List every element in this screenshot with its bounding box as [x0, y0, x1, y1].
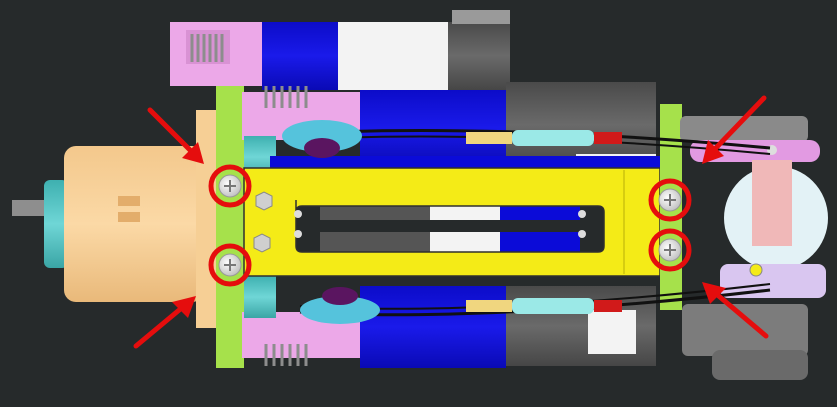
pin-icon	[294, 210, 302, 218]
screw-icon	[749, 263, 763, 277]
wheel-pink-block	[752, 160, 792, 246]
wheel-lower-ring	[720, 264, 826, 298]
motor-can-blue	[262, 22, 338, 90]
upper-blue-can	[360, 90, 506, 166]
spring-icon	[190, 34, 224, 62]
pin-icon	[578, 230, 586, 238]
rail-white-through-slot	[430, 232, 500, 244]
spring-icon	[264, 86, 308, 108]
lower-band	[242, 276, 656, 368]
hex-nut-icon	[253, 233, 271, 253]
arrow-shaft	[709, 95, 767, 155]
lower-white-strip	[588, 310, 636, 354]
callout-arrow-bottom-right	[702, 282, 769, 339]
connector-pins	[594, 300, 622, 312]
arrow-icon	[702, 282, 726, 304]
wheel-base	[712, 350, 808, 380]
bearing-outer	[282, 120, 362, 152]
connector-tip	[466, 132, 512, 144]
phillips-slot-icon	[224, 180, 236, 192]
connector-body	[512, 298, 594, 314]
rail-blue-through-slot	[500, 208, 580, 220]
connector-pins	[594, 132, 622, 144]
lower-cable-set	[299, 283, 771, 324]
arrow-shaft	[711, 289, 769, 339]
housing-slot	[118, 212, 140, 222]
bracket-plate	[243, 167, 661, 277]
phillips-slot-icon	[224, 259, 236, 271]
highlighted-screw-left-bottom	[208, 243, 252, 287]
bearing-core	[304, 138, 340, 158]
highlight-circle	[648, 228, 692, 272]
rail-blue-through-slot	[500, 232, 580, 244]
motor-shaft	[12, 200, 48, 216]
rail-grey-through-slot	[320, 232, 430, 244]
arrow-icon	[182, 142, 204, 164]
highlighted-screw-left-top	[208, 164, 252, 208]
phillips-slot-icon	[664, 244, 676, 256]
callout-arrow-top-left	[147, 107, 204, 164]
rail-blue	[270, 156, 660, 170]
rail-grey-through-slot	[320, 208, 430, 220]
bearing-outer	[300, 296, 380, 324]
highlighted-screw-right-bottom	[648, 228, 692, 272]
housing-slot	[118, 196, 140, 206]
pin-icon	[578, 210, 586, 218]
callout-arrow-bottom-left	[133, 296, 196, 349]
yellow-bracket	[243, 167, 661, 277]
teal-bearing-block	[244, 276, 276, 318]
highlighted-screw-right-top	[648, 178, 692, 222]
rail-white-through-slot	[430, 208, 500, 220]
connector-tip	[466, 300, 512, 312]
arrow-shaft	[133, 303, 187, 349]
motor-can-white	[338, 22, 448, 90]
phillips-slot-icon	[664, 194, 676, 206]
wheel-hub-top	[680, 116, 808, 142]
lower-blue-can	[360, 286, 506, 368]
upper-grey-can	[506, 82, 656, 168]
highlight-circle	[208, 164, 252, 208]
left-end-plate	[216, 84, 244, 368]
arrow-icon	[172, 296, 196, 318]
arrow-icon	[702, 140, 724, 164]
upper-cable-set	[282, 120, 771, 158]
arrow-shaft	[147, 107, 197, 157]
pin-icon	[294, 230, 302, 238]
left-motor	[12, 110, 220, 328]
shaft-collar	[44, 180, 68, 268]
connector-body	[512, 130, 594, 146]
hex-nut-icon	[255, 191, 273, 211]
motor-can-grey	[448, 22, 510, 90]
highlight-circle	[648, 178, 692, 222]
highlight-circle	[208, 243, 252, 287]
right-wheel-assembly	[680, 116, 828, 380]
upper-band	[242, 82, 656, 178]
motor-housing	[64, 146, 204, 302]
motor-top-tab	[452, 10, 510, 24]
top-motor-assembly	[170, 10, 510, 90]
wheel-hub-bottom	[682, 304, 808, 356]
spring-icon	[264, 344, 308, 366]
bearing-core	[322, 287, 358, 305]
callout-arrow-top-right	[702, 95, 767, 164]
